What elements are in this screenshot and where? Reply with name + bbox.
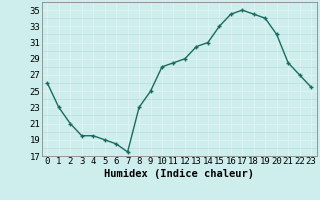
X-axis label: Humidex (Indice chaleur): Humidex (Indice chaleur) — [104, 169, 254, 179]
